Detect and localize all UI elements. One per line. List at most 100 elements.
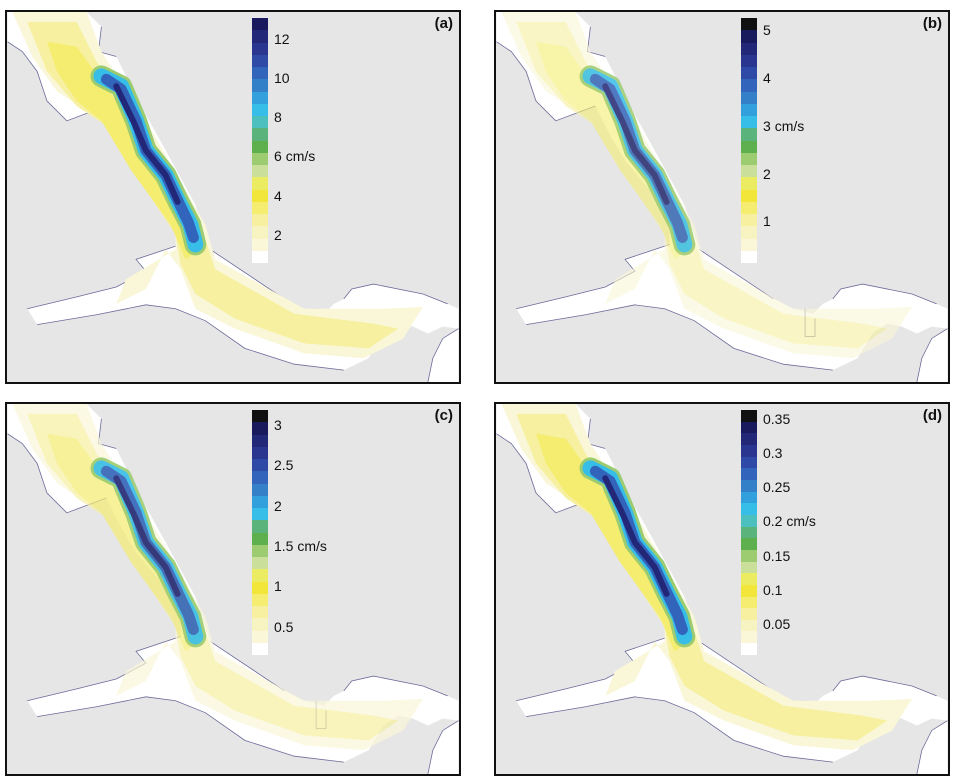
colorbar-unit: cm/s — [297, 537, 327, 554]
colorbar-segment — [741, 456, 757, 469]
colorbar-segment — [741, 128, 757, 141]
colorbar-tick-label: 6 cm/s — [274, 148, 316, 165]
colorbar-segment — [741, 226, 757, 239]
colorbar-tick-label: 10 — [274, 70, 290, 87]
colorbar-unit: cm/s — [774, 117, 805, 134]
colorbar-segment — [741, 479, 757, 492]
colorbar-segment — [741, 140, 757, 153]
colorbar-segment — [252, 593, 268, 606]
colorbar-tick-label: 0.05 — [763, 616, 791, 633]
colorbar-unit: cm/s — [786, 513, 816, 530]
panel-label: (b) — [922, 15, 942, 32]
colorbar-tick-label: 0.3 — [763, 444, 783, 461]
colorbar-segment — [252, 483, 268, 496]
panel-a: 12 10 8 6 cm/s 4 2 (a) — [5, 10, 461, 384]
colorbar-segment — [741, 561, 757, 574]
velocity-map — [7, 404, 459, 774]
colorbar-tick-label: 0.15 — [763, 547, 791, 564]
colorbar-tick-label: 0.25 — [763, 479, 791, 496]
colorbar-segment — [741, 54, 757, 67]
panel-b: 5 4 3 cm/s 2 1 (b) — [494, 10, 950, 384]
colorbar-tick-label: 2.5 — [274, 457, 294, 474]
colorbar-segment — [252, 30, 268, 43]
colorbar-segment — [252, 79, 268, 92]
colorbar-segment — [252, 495, 268, 508]
colorbar — [741, 410, 757, 655]
colorbar-segment — [252, 532, 268, 545]
velocity-map — [496, 12, 948, 382]
colorbar-segment — [741, 526, 757, 539]
colorbar-tick-label: 2 — [274, 497, 282, 514]
panel-label: (c) — [434, 407, 453, 424]
colorbar-tick-label: 12 — [274, 30, 290, 47]
colorbar-segment — [741, 116, 757, 129]
colorbar-segment — [252, 434, 268, 447]
colorbar-segment — [252, 250, 268, 263]
colorbar-segment — [252, 140, 268, 153]
panel-d: 0.35 0.3 0.25 0.2 cm/s 0.15 0.1 0.05 (d) — [494, 402, 950, 776]
colorbar-tick-label: 1 — [274, 578, 282, 595]
colorbar-tick-label: 1 — [763, 213, 771, 230]
colorbar-segment — [252, 238, 268, 251]
colorbar — [741, 18, 757, 263]
colorbar-segment — [252, 152, 268, 165]
colorbar-segment — [741, 42, 757, 55]
colorbar-segment — [741, 189, 757, 202]
colorbar-segment — [252, 446, 268, 459]
colorbar-segment — [252, 618, 268, 631]
colorbar — [252, 18, 268, 263]
colorbar-segment — [252, 67, 268, 80]
colorbar-segment — [741, 573, 757, 585]
colorbar-segment — [741, 91, 757, 104]
colorbar-segment — [741, 421, 757, 434]
colorbar-segment — [741, 444, 757, 457]
colorbar-segment — [252, 422, 268, 435]
colorbar-segment — [252, 630, 268, 643]
colorbar-segment — [741, 491, 757, 504]
velocity-map — [7, 12, 459, 382]
colorbar-segment — [741, 410, 757, 422]
colorbar-segment — [252, 581, 268, 594]
panel-label: (a) — [434, 15, 453, 32]
colorbar-segment — [741, 619, 757, 632]
colorbar-segment — [741, 165, 757, 178]
colorbar-tick-label: 0.35 — [763, 410, 791, 427]
colorbar-tick-label: 2 — [763, 165, 771, 182]
colorbar-tick-label: 3 cm/s — [763, 117, 805, 134]
colorbar-segment — [252, 508, 268, 521]
colorbar-segment — [252, 103, 268, 116]
colorbar-segment — [741, 468, 757, 480]
colorbar-segment — [741, 18, 757, 31]
colorbar-segment — [741, 214, 757, 227]
colorbar-segment — [252, 42, 268, 55]
colorbar-segment — [252, 116, 268, 129]
colorbar-unit: cm/s — [285, 148, 316, 165]
colorbar-segment — [252, 18, 268, 31]
colorbar-segment — [741, 596, 757, 609]
colorbar-segment — [252, 177, 268, 190]
panel-label: (d) — [922, 407, 942, 424]
colorbar-segment — [252, 471, 268, 484]
colorbar-segment — [252, 569, 268, 582]
colorbar-segment — [741, 643, 757, 655]
colorbar-segment — [252, 557, 268, 570]
colorbar-segment — [741, 538, 757, 550]
colorbar-segment — [741, 30, 757, 43]
colorbar-segment — [741, 584, 757, 597]
colorbar-segment — [741, 433, 757, 445]
colorbar-tick-label: 0.2 cm/s — [763, 513, 816, 530]
colorbar-tick-label: 0.5 — [274, 618, 294, 635]
colorbar-segment — [252, 520, 268, 533]
colorbar-segment — [252, 201, 268, 214]
colorbar-segment — [741, 201, 757, 214]
colorbar — [252, 410, 268, 655]
colorbar-tick-label: 3 — [274, 416, 282, 433]
colorbar-segment — [741, 79, 757, 92]
panel-c: 3 2.5 2 1.5 cm/s 1 0.5 (c) — [5, 402, 461, 776]
colorbar-tick-label: 0.1 — [763, 582, 783, 599]
colorbar-segment — [252, 214, 268, 227]
colorbar-segment — [252, 54, 268, 67]
velocity-map — [496, 404, 948, 774]
colorbar-segment — [252, 189, 268, 202]
colorbar-segment — [741, 177, 757, 190]
